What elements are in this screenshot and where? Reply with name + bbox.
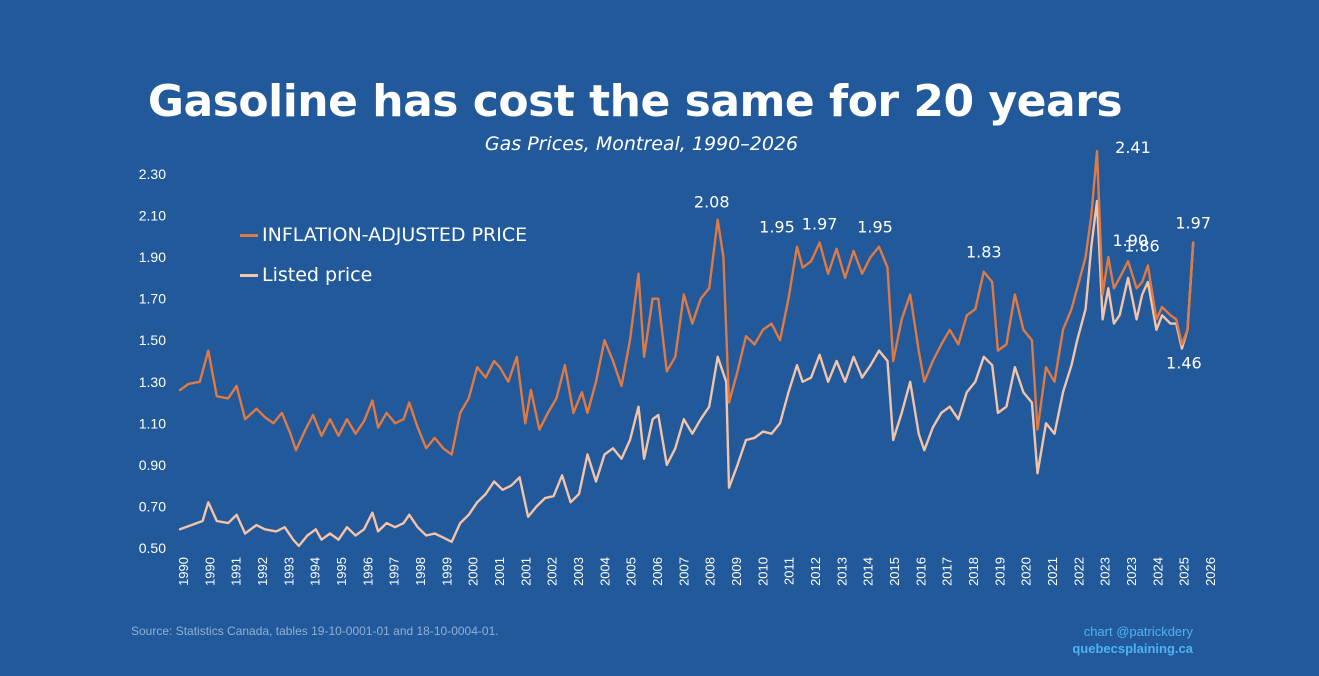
y-axis: 0.50 0.70 0.90 1.10 1.30 1.50 1.70 1.90 2.10 2.30 <box>139 166 166 556</box>
y-tick-label: 1.50 <box>139 332 166 348</box>
y-tick-label: 1.30 <box>139 374 166 390</box>
chart-title: Gasoline has cost the same for 20 years <box>147 76 1123 127</box>
x-tick-label: 2023 <box>1098 557 1113 586</box>
y-tick-label: 2.30 <box>139 166 166 182</box>
x-tick-label: 1993 <box>281 557 296 586</box>
x-tick-label: 1996 <box>360 557 375 586</box>
x-tick-label: 2024 <box>1150 557 1165 586</box>
x-tick-label: 2009 <box>729 557 744 586</box>
x-tick-label: 1995 <box>334 557 349 586</box>
x-tick-label: 2012 <box>808 557 823 586</box>
x-tick-label: 2018 <box>966 557 981 586</box>
x-tick-label: 2015 <box>887 557 902 586</box>
data-label: 1.46 <box>1166 354 1202 373</box>
x-axis: 1990 1990 1991 1992 1993 1994 1995 1996 1997 1998… <box>176 557 1218 586</box>
x-tick-label: 2010 <box>755 557 770 586</box>
x-tick-label: 1999 <box>439 557 454 586</box>
x-tick-label: 2019 <box>992 557 1007 586</box>
x-tick-label: 2002 <box>545 557 560 586</box>
x-tick-label: 2025 <box>1177 557 1192 586</box>
data-label: 1.86 <box>1124 236 1160 255</box>
x-tick-label: 2017 <box>940 557 955 586</box>
credit-site: quebecsplaining.ca <box>1072 641 1193 656</box>
series-line-adjusted <box>178 149 1195 456</box>
legend-label-listed: Listed price <box>262 264 373 286</box>
y-tick-label: 1.70 <box>139 291 166 307</box>
x-tick-label: 2008 <box>703 557 718 586</box>
x-tick-label: 1992 <box>255 557 270 586</box>
legend-label-adjusted: INFLATION-ADJUSTED PRICE <box>262 224 528 246</box>
series-layer <box>178 149 1195 548</box>
x-tick-label: 1990 <box>202 557 217 586</box>
x-tick-label: 2005 <box>624 557 639 586</box>
x-tick-label: 1994 <box>308 557 323 586</box>
source-note: Source: Statistics Canada, tables 19-10-… <box>131 624 499 638</box>
credit: chart @patrickdery quebecsplaining.ca <box>1072 623 1193 657</box>
x-tick-label: 2003 <box>571 557 586 586</box>
x-tick-label: 2006 <box>650 557 665 586</box>
data-label: 1.97 <box>802 215 838 234</box>
data-label: 1.95 <box>857 218 893 237</box>
x-tick-label: 2014 <box>861 557 876 586</box>
credit-handle: chart @patrickdery <box>1083 624 1193 639</box>
y-tick-label: 0.70 <box>139 498 166 514</box>
y-tick-label: 1.90 <box>139 249 166 265</box>
x-tick-label: 1991 <box>229 557 244 586</box>
x-tick-label: 2007 <box>676 557 691 586</box>
chart-subtitle: Gas Prices, Montreal, 1990–2026 <box>484 133 799 155</box>
data-label: 1.95 <box>759 218 795 237</box>
x-tick-label: 1998 <box>413 557 428 586</box>
legend-item-listed: Listed price <box>240 264 372 286</box>
y-tick-label: 2.10 <box>139 208 166 224</box>
x-tick-label: 2004 <box>597 557 612 586</box>
x-tick-label: 2016 <box>913 557 928 586</box>
x-tick-label: 2001 <box>518 557 533 586</box>
legend-swatch-adjusted <box>240 233 258 237</box>
x-tick-label: 1990 <box>176 557 191 586</box>
x-tick-label: 2011 <box>782 557 797 585</box>
x-tick-label: 2022 <box>1071 557 1086 586</box>
x-tick-label: 2013 <box>834 557 849 586</box>
x-tick-label: 1997 <box>387 557 402 586</box>
x-tick-label: 2023 <box>1124 557 1139 586</box>
y-tick-label: 0.90 <box>139 457 166 473</box>
legend-item-adjusted: INFLATION-ADJUSTED PRICE <box>240 224 527 246</box>
data-label: 2.08 <box>694 193 730 212</box>
data-label: 2.41 <box>1115 138 1151 157</box>
x-tick-label: 2001 <box>492 557 507 586</box>
y-tick-label: 1.10 <box>139 415 166 431</box>
data-label: 1.97 <box>1175 214 1211 233</box>
annotation-layer: 2.08 1.95 1.97 1.95 1.83 2.41 1.901.86 1.97 1.46 <box>694 138 1211 372</box>
data-label: 1.90 <box>1112 231 1148 250</box>
legend-swatch-listed <box>240 273 258 277</box>
x-tick-label: 2020 <box>1019 557 1034 586</box>
series-line-listed <box>178 199 1195 548</box>
x-tick-label: 2026 <box>1203 557 1218 586</box>
x-tick-label: 2021 <box>1045 557 1060 586</box>
x-tick-label: 2000 <box>466 557 481 586</box>
y-tick-label: 0.50 <box>139 540 166 556</box>
data-label: 1.83 <box>966 243 1002 262</box>
